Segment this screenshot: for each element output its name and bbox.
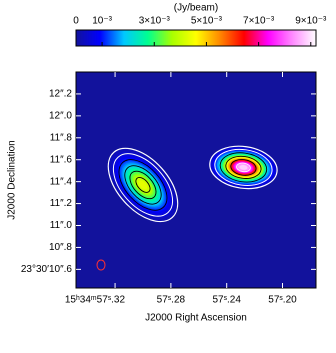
plot-frame [75, 71, 317, 289]
y-tick-label: 23°30′10″.6 [21, 264, 73, 275]
contour [219, 152, 268, 183]
colorbar-tick-label: 9×10⁻³ [295, 16, 327, 27]
x-tick-label: 57ˢ.28 [157, 295, 186, 306]
source-peak [239, 164, 248, 170]
contour [135, 177, 151, 193]
contour [107, 147, 179, 223]
contour [225, 155, 262, 179]
colorbar-tick-label: 10⁻³ [92, 16, 112, 27]
contour [124, 165, 162, 205]
colorbar-tick-label: 5×10⁻³ [191, 16, 223, 27]
y-tick-label: 11″.4 [50, 176, 73, 187]
colorbar-label: (Jy/beam) [174, 3, 218, 14]
x-tick-label: 57ˢ.24 [212, 295, 241, 306]
y-tick-label: 12″.2 [49, 89, 72, 100]
y-tick-label: 10″.8 [49, 242, 72, 253]
source-peak [138, 180, 148, 190]
y-tick-label: 11″.2 [50, 198, 73, 209]
x-tick-label: 15ʰ34ᵐ57ˢ.32 [65, 295, 126, 306]
beam [96, 259, 106, 271]
colorbar-tick-label: 7×10⁻³ [243, 16, 275, 27]
y-tick-label: 11″.8 [50, 132, 73, 143]
contour [209, 145, 278, 190]
contour [112, 153, 174, 217]
y-tick-label: 11″.6 [50, 154, 73, 165]
emission [107, 145, 278, 223]
x-axis-label: J2000 Right Ascension [145, 313, 247, 324]
colorbar [75, 29, 317, 47]
colorbar-tick-label: 3×10⁻³ [139, 16, 171, 27]
y-tick-label: 11″.0 [50, 220, 73, 231]
contour [230, 158, 257, 176]
contour [118, 159, 168, 211]
contour [236, 162, 251, 173]
contour [129, 170, 157, 200]
contour [214, 148, 273, 186]
y-tick-label: 12″.0 [49, 110, 72, 121]
x-tick-label: 57ˢ.20 [268, 295, 297, 306]
colorbar-tick-label: 0 [73, 16, 79, 27]
y-axis-label: J2000 Declination [7, 140, 18, 220]
